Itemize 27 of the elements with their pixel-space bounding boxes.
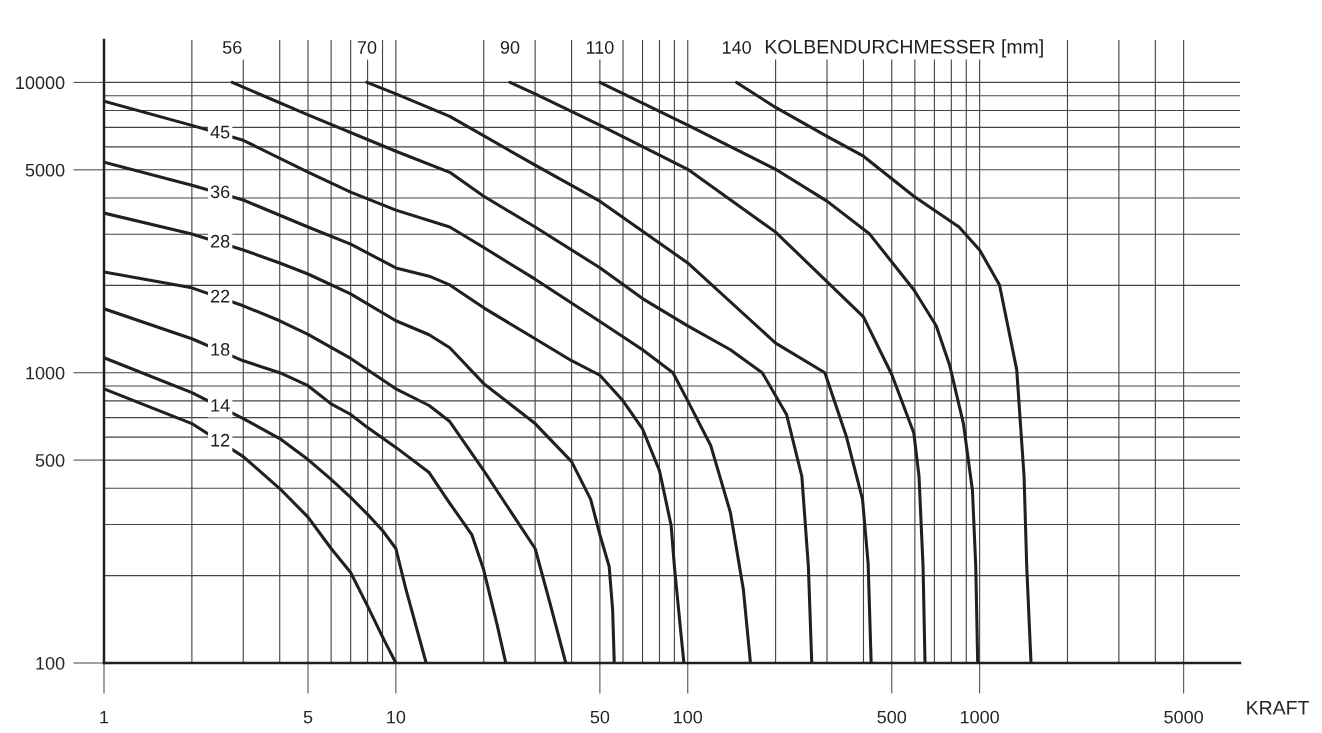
x-tick-label: 50 [590,710,610,724]
y-tick-label: 1000 [26,366,65,380]
x-tick-label: 10 [387,710,406,724]
series-label: 18 [211,342,230,356]
series-label: 12 [211,433,230,447]
series-label: 45 [210,125,230,139]
y-tick-label: 100 [36,656,65,670]
x-tick-label: 1 [100,710,109,724]
series-label: 140 [722,41,751,54]
annotation: KOLBENDURCHMESSER [mm] [765,39,1043,58]
x-tick-label: 100 [674,710,703,724]
x-tick-label: 500 [877,710,907,724]
series-label: 70 [357,41,377,54]
series-label: 36 [210,185,230,199]
series-label: 28 [211,234,230,248]
y-tick-label: 5000 [25,163,65,177]
series-label: 90 [500,41,520,54]
series-label: 14 [211,399,230,412]
x-tick-label: 1000 [960,710,999,724]
series-label: 110 [586,41,614,54]
series-label: 56 [222,41,242,54]
y-tick-label: 10000 [16,76,65,90]
series-label: 22 [211,289,230,303]
x-tick-label: 5 [303,710,313,724]
x-axis-title: KRAFT [1247,701,1309,715]
y-tick-label: 500 [35,454,65,467]
x-tick-label: 5000 [1164,710,1204,724]
